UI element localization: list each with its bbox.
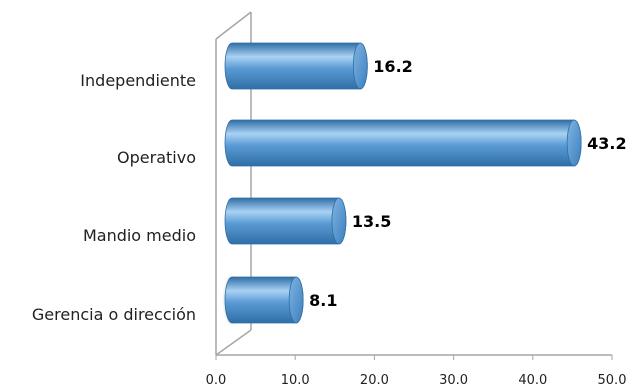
bar-end-cap bbox=[352, 42, 368, 90]
x-tick-label: 20.0 bbox=[360, 373, 389, 388]
value-label: 16.2 bbox=[373, 57, 412, 76]
bar-end-cap bbox=[566, 119, 582, 167]
bar-group: 43.2 bbox=[224, 119, 627, 167]
bar-end-cap bbox=[288, 276, 304, 324]
bar-group: 8.1 bbox=[222, 273, 337, 327]
bar-group: 16.2 bbox=[224, 42, 413, 90]
category-label: Gerencia o dirección bbox=[32, 305, 196, 324]
value-label: 43.2 bbox=[587, 134, 626, 153]
bar-group: 13.5 bbox=[224, 197, 391, 245]
x-tick-label: 10.0 bbox=[281, 373, 310, 388]
bar bbox=[224, 197, 347, 245]
x-tick-label: 50.0 bbox=[598, 373, 627, 388]
bars: 16.2 43.2 13.5 8.1 bbox=[222, 42, 627, 327]
bar bbox=[224, 42, 368, 90]
category-label: Mandio medio bbox=[83, 226, 196, 245]
x-axis-ticks: 0.0 10.0 20.0 30.0 40.0 50.0 bbox=[206, 355, 627, 388]
x-tick-label: 0.0 bbox=[206, 373, 227, 388]
x-tick-label: 40.0 bbox=[518, 373, 547, 388]
floor-diagonal bbox=[215, 329, 252, 356]
x-tick-label: 30.0 bbox=[439, 373, 468, 388]
bar bbox=[224, 119, 582, 167]
value-label: 13.5 bbox=[352, 212, 391, 231]
value-label: 8.1 bbox=[309, 291, 337, 310]
category-labels: Independiente Operativo Mandio medio Gerenc… bbox=[32, 71, 196, 324]
bar-end-cap bbox=[331, 197, 347, 245]
category-label: Independiente bbox=[80, 71, 196, 90]
back-wall-top bbox=[215, 11, 252, 40]
category-label: Operativo bbox=[117, 148, 196, 167]
